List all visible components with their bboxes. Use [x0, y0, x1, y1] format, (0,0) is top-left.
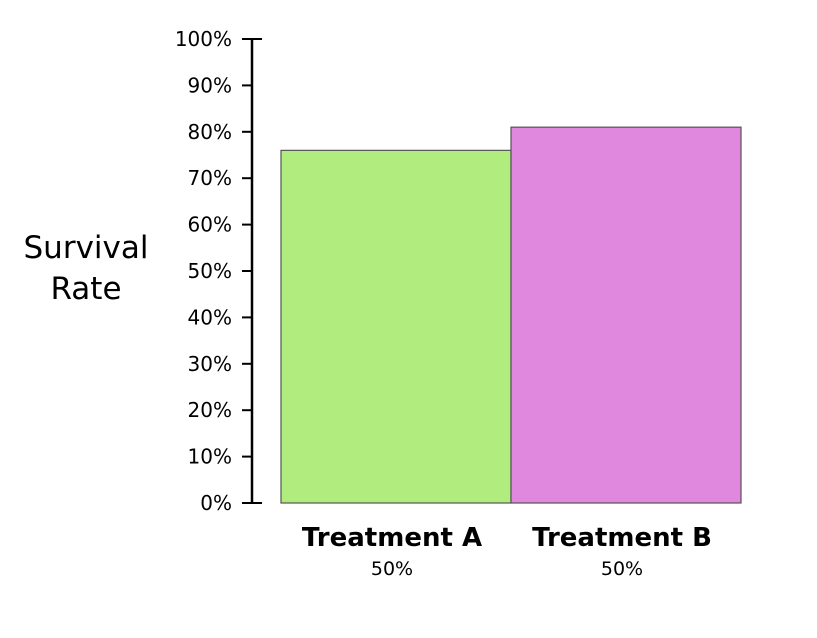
- y-tick-label: 80%: [188, 120, 232, 144]
- y-axis-label-line-2: Rate: [50, 271, 121, 307]
- y-tick-label: 60%: [188, 213, 232, 237]
- category-label: Treatment A: [302, 523, 482, 553]
- category-label: Treatment B: [532, 523, 712, 553]
- y-tick-label: 20%: [188, 398, 232, 422]
- y-axis-label-line-1: Survival: [24, 230, 149, 266]
- category-labels: Treatment A 50% Treatment B 50%: [302, 523, 712, 580]
- y-tick-label: 90%: [188, 73, 232, 97]
- y-tick-label: 50%: [188, 259, 232, 283]
- bar-treatment-b: [510, 126, 742, 504]
- y-tick-label: 40%: [188, 305, 232, 329]
- category-share-label: 50%: [371, 558, 413, 580]
- y-tick-label: 10%: [188, 445, 232, 469]
- y-tick-label: 100%: [175, 27, 232, 51]
- bar-treatment-a: [280, 149, 512, 504]
- y-tick-label: 0%: [200, 491, 232, 515]
- y-tick-label: 70%: [188, 166, 232, 190]
- category-share-label: 50%: [601, 558, 643, 580]
- y-tick-label: 30%: [188, 352, 232, 376]
- bars: [280, 126, 742, 504]
- y-axis: 0% 10% 20% 30% 40% 50% 60% 70% 80% 90% 100%: [175, 27, 262, 515]
